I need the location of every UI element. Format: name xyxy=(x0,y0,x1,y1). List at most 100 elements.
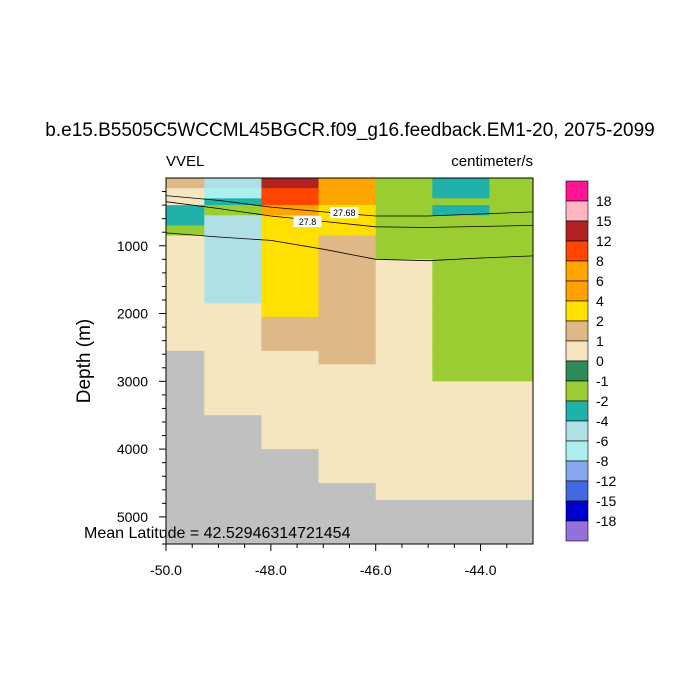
colorbar-label: 1 xyxy=(596,333,604,349)
velocity-cell xyxy=(489,316,534,352)
colorbar-label: -8 xyxy=(596,453,609,469)
velocity-cell xyxy=(318,242,377,257)
velocity-cell xyxy=(261,242,320,257)
velocity-cell xyxy=(204,303,262,318)
colorbar-label: -2 xyxy=(596,393,609,409)
velocity-cell xyxy=(261,303,320,318)
velocity-cell xyxy=(375,178,433,189)
velocity-cell xyxy=(432,215,490,226)
velocity-cell xyxy=(318,259,377,274)
velocity-cell xyxy=(166,255,205,260)
colorbar-label: 8 xyxy=(596,253,604,269)
x-axis: -50.0 -48.0 -46.0 -44.0 xyxy=(150,544,508,578)
velocity-cell xyxy=(432,316,490,352)
velocity-cell xyxy=(166,259,205,274)
land-cell xyxy=(204,449,262,484)
land-cell xyxy=(166,499,205,545)
velocity-cell xyxy=(375,483,433,501)
velocity-cell xyxy=(318,198,377,206)
velocity-cell xyxy=(432,303,490,318)
velocity-cell xyxy=(318,178,377,189)
velocity-cell xyxy=(318,364,377,382)
colorbar-label: 6 xyxy=(596,273,604,289)
velocity-cell xyxy=(261,415,320,450)
contour-line xyxy=(165,195,534,217)
velocity-cell xyxy=(166,272,205,304)
velocity-cell xyxy=(166,178,205,189)
land-cell xyxy=(318,483,377,501)
velocity-cell xyxy=(261,198,320,206)
land-cell xyxy=(166,364,205,382)
velocity-cell xyxy=(318,272,377,304)
colorbar-swatch xyxy=(565,320,589,342)
y-axis-label: Depth (m) xyxy=(74,319,95,403)
colorbar-label: -4 xyxy=(596,413,609,429)
velocity-cell xyxy=(166,235,205,243)
velocity-cell xyxy=(375,235,433,243)
velocity-cell xyxy=(432,350,490,365)
colorbar-swatch xyxy=(565,400,589,422)
velocity-cell xyxy=(375,364,433,382)
velocity-cell xyxy=(375,188,433,199)
y-tick-label: 3000 xyxy=(117,373,148,389)
velocity-cell xyxy=(432,381,490,416)
velocity-cell xyxy=(375,242,433,257)
velocity-cell xyxy=(166,188,205,199)
velocity-cell xyxy=(375,415,433,450)
velocity-cell xyxy=(489,259,534,274)
velocity-cell xyxy=(318,316,377,352)
velocity-cell xyxy=(489,381,534,416)
land-cell xyxy=(166,415,205,450)
velocity-cell xyxy=(204,215,262,226)
velocity-cell xyxy=(489,215,534,226)
land-cell xyxy=(375,499,433,545)
variable-label: VVEL xyxy=(166,153,204,170)
velocity-cell xyxy=(375,225,433,237)
velocity-cell xyxy=(166,198,205,206)
velocity-cell xyxy=(375,449,433,484)
velocity-cell xyxy=(375,259,433,274)
velocity-cell xyxy=(432,242,490,257)
colorbar-swatch xyxy=(565,300,589,322)
velocity-cell xyxy=(432,364,490,382)
colorbar-swatch xyxy=(565,500,589,522)
colorbar-swatch xyxy=(565,260,589,282)
velocity-cell xyxy=(375,303,433,318)
velocity-cell xyxy=(375,215,433,226)
velocity-cell xyxy=(166,225,205,237)
velocity-cell xyxy=(375,316,433,352)
velocity-cell xyxy=(489,178,534,189)
colorbar-swatch xyxy=(565,440,589,462)
velocity-cell xyxy=(166,205,205,216)
velocity-cell xyxy=(318,215,377,226)
heatmap-cells xyxy=(166,178,534,545)
colorbar-label: -15 xyxy=(596,493,616,509)
velocity-cell xyxy=(318,381,377,416)
velocity-cell xyxy=(489,205,534,216)
land-cell xyxy=(261,449,320,484)
contour-label: 27.8 xyxy=(299,217,317,227)
velocity-cell xyxy=(375,350,433,365)
velocity-cell xyxy=(204,350,262,365)
velocity-cell xyxy=(318,449,377,484)
land-cell xyxy=(318,499,377,545)
velocity-cell xyxy=(432,188,490,199)
velocity-cell xyxy=(261,381,320,416)
velocity-cell xyxy=(261,215,320,226)
velocity-cell xyxy=(375,205,433,216)
colorbar-label: -12 xyxy=(596,473,616,489)
colorbar-label: 2 xyxy=(596,313,604,329)
chart-title: b.e15.B5505C5WCCML45BGCR.f09_g16.feedbac… xyxy=(45,120,654,141)
velocity-cell xyxy=(204,316,262,352)
velocity-cell xyxy=(261,225,320,237)
velocity-cell xyxy=(432,415,490,450)
velocity-cell xyxy=(489,235,534,243)
velocity-cell xyxy=(489,225,534,237)
velocity-cell xyxy=(318,303,377,318)
land-cell xyxy=(204,483,262,501)
colorbar-swatch xyxy=(565,380,589,402)
velocity-cell xyxy=(261,255,320,260)
velocity-cell xyxy=(375,198,433,206)
contour-label-bg xyxy=(330,207,359,219)
